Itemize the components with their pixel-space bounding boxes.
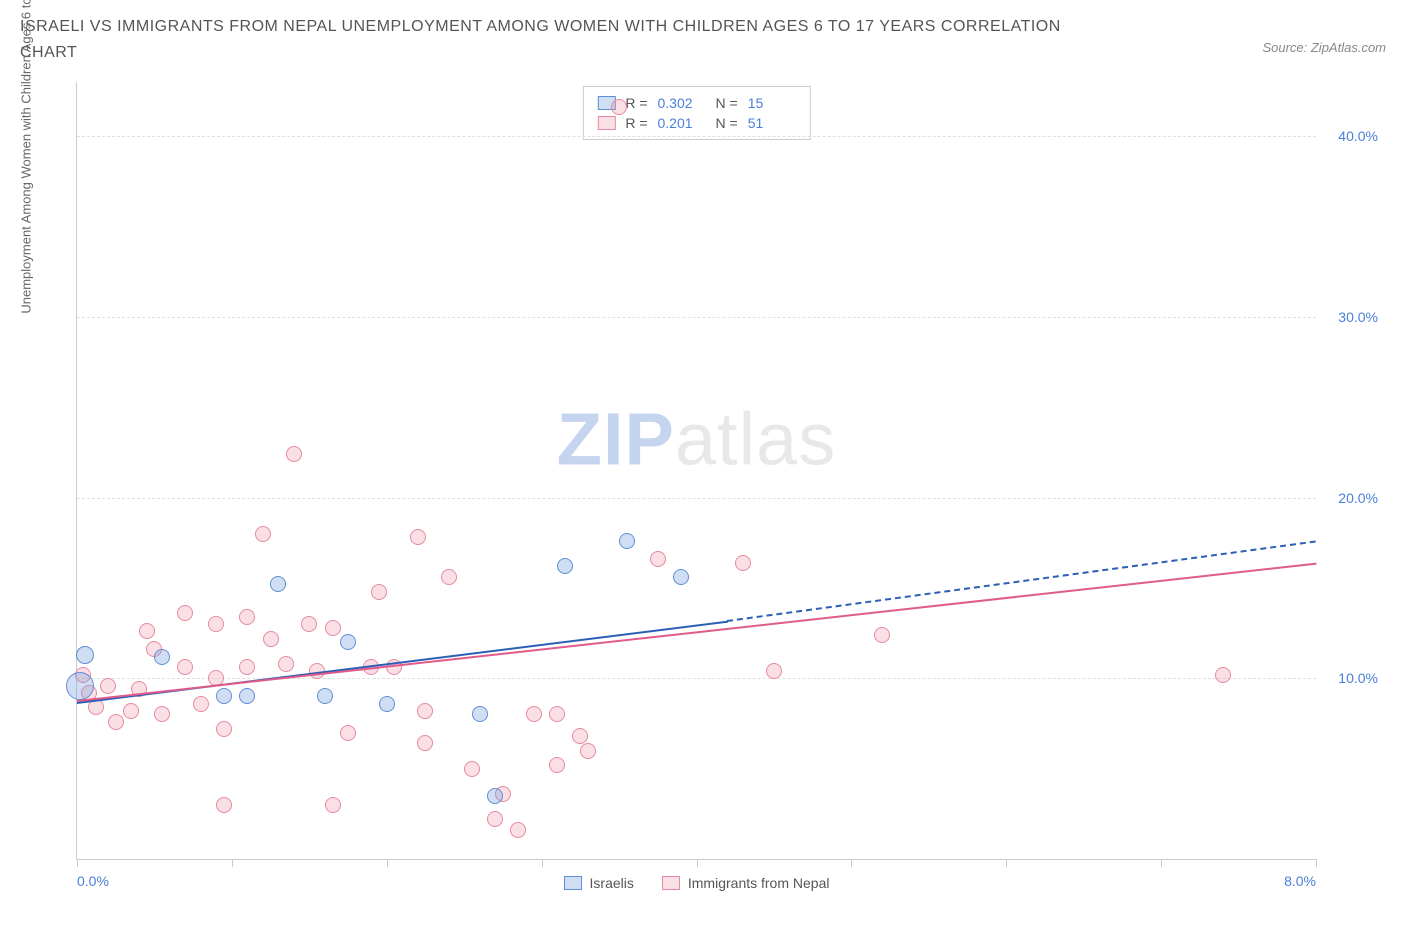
scatter-point-a <box>154 649 170 665</box>
plot-area: ZIPatlas R = 0.302 N = 15 R = 0.201 N = … <box>76 82 1316 860</box>
source-attribution: Source: ZipAtlas.com <box>1262 14 1386 55</box>
scatter-point-a <box>619 533 635 549</box>
scatter-point-a <box>66 672 94 700</box>
scatter-point-b <box>239 659 255 675</box>
x-tick-label: 0.0% <box>77 873 109 889</box>
trend-line-a-dashed <box>727 541 1316 622</box>
legend-swatch-b <box>662 876 680 890</box>
scatter-point-a <box>216 688 232 704</box>
x-tick <box>1316 859 1317 867</box>
x-tick <box>851 859 852 867</box>
scatter-point-b <box>611 99 627 115</box>
scatter-point-b <box>417 735 433 751</box>
x-tick <box>697 859 698 867</box>
y-axis-label: Unemployment Among Women with Children A… <box>19 0 34 314</box>
scatter-point-b <box>177 605 193 621</box>
scatter-point-b <box>108 714 124 730</box>
scatter-point-a <box>239 688 255 704</box>
scatter-point-a <box>487 788 503 804</box>
scatter-point-a <box>76 646 94 664</box>
trend-line-a-solid <box>77 620 728 703</box>
x-tick <box>232 859 233 867</box>
scatter-point-b <box>255 526 271 542</box>
legend-item-a: Israelis <box>564 875 634 891</box>
scatter-point-b <box>549 706 565 722</box>
x-tick <box>1161 859 1162 867</box>
scatter-point-b <box>301 616 317 632</box>
scatter-point-b <box>766 663 782 679</box>
scatter-point-b <box>874 627 890 643</box>
y-tick-label: 40.0% <box>1338 128 1378 144</box>
scatter-point-b <box>278 656 294 672</box>
scatter-point-b <box>580 743 596 759</box>
scatter-point-b <box>263 631 279 647</box>
scatter-point-a <box>557 558 573 574</box>
scatter-point-a <box>472 706 488 722</box>
x-tick <box>77 859 78 867</box>
legend-item-b: Immigrants from Nepal <box>662 875 830 891</box>
gridline <box>77 498 1316 499</box>
scatter-point-b <box>464 761 480 777</box>
scatter-point-b <box>325 620 341 636</box>
gridline <box>77 317 1316 318</box>
gridline <box>77 136 1316 137</box>
x-tick <box>542 859 543 867</box>
scatter-point-b <box>487 811 503 827</box>
scatter-point-b <box>216 721 232 737</box>
scatter-point-a <box>673 569 689 585</box>
x-tick <box>1006 859 1007 867</box>
scatter-point-b <box>441 569 457 585</box>
scatter-point-b <box>526 706 542 722</box>
watermark: ZIPatlas <box>557 397 836 482</box>
scatter-point-b <box>549 757 565 773</box>
y-tick-label: 30.0% <box>1338 309 1378 325</box>
scatter-point-b <box>216 797 232 813</box>
scatter-point-b <box>1215 667 1231 683</box>
scatter-point-b <box>100 678 116 694</box>
chart-title: ISRAELI VS IMMIGRANTS FROM NEPAL UNEMPLO… <box>20 14 1120 65</box>
x-tick <box>387 859 388 867</box>
scatter-point-b <box>371 584 387 600</box>
scatter-point-b <box>340 725 356 741</box>
x-tick-label: 8.0% <box>1284 873 1316 889</box>
scatter-point-b <box>650 551 666 567</box>
scatter-point-b <box>286 446 302 462</box>
scatter-point-b <box>208 616 224 632</box>
scatter-point-a <box>340 634 356 650</box>
scatter-point-b <box>325 797 341 813</box>
bottom-legend: Israelis Immigrants from Nepal <box>564 875 830 891</box>
legend-swatch-a <box>564 876 582 890</box>
scatter-point-b <box>139 623 155 639</box>
swatch-b <box>597 116 615 130</box>
scatter-point-a <box>270 576 286 592</box>
stats-row-b: R = 0.201 N = 51 <box>597 113 795 133</box>
scatter-point-b <box>417 703 433 719</box>
scatter-point-b <box>193 696 209 712</box>
scatter-point-b <box>410 529 426 545</box>
scatter-point-a <box>379 696 395 712</box>
trend-line-b <box>77 563 1316 702</box>
scatter-point-b <box>239 609 255 625</box>
y-tick-label: 20.0% <box>1338 490 1378 506</box>
scatter-point-b <box>123 703 139 719</box>
scatter-point-b <box>154 706 170 722</box>
chart-container: Unemployment Among Women with Children A… <box>40 82 1386 900</box>
scatter-point-a <box>317 688 333 704</box>
scatter-point-b <box>735 555 751 571</box>
stats-row-a: R = 0.302 N = 15 <box>597 93 795 113</box>
scatter-point-b <box>177 659 193 675</box>
scatter-point-b <box>510 822 526 838</box>
y-tick-label: 10.0% <box>1338 670 1378 686</box>
